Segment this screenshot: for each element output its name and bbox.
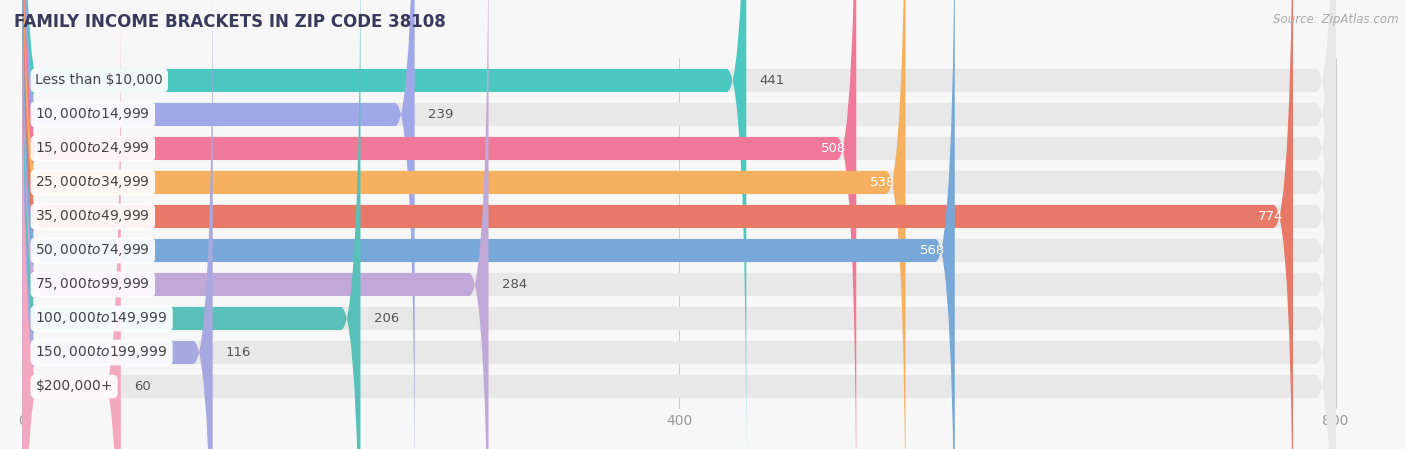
- FancyBboxPatch shape: [22, 0, 1336, 449]
- Text: $200,000+: $200,000+: [35, 379, 112, 393]
- Text: Source: ZipAtlas.com: Source: ZipAtlas.com: [1274, 13, 1399, 26]
- Text: 206: 206: [374, 312, 399, 325]
- Text: 568: 568: [920, 244, 945, 257]
- FancyBboxPatch shape: [22, 0, 1336, 449]
- FancyBboxPatch shape: [22, 0, 1336, 449]
- Text: $150,000 to $199,999: $150,000 to $199,999: [35, 344, 167, 361]
- FancyBboxPatch shape: [22, 0, 121, 449]
- FancyBboxPatch shape: [22, 0, 1336, 449]
- Text: Less than $10,000: Less than $10,000: [35, 74, 163, 88]
- FancyBboxPatch shape: [22, 0, 212, 449]
- FancyBboxPatch shape: [22, 0, 360, 449]
- FancyBboxPatch shape: [22, 0, 488, 449]
- FancyBboxPatch shape: [22, 0, 955, 449]
- Text: 508: 508: [821, 142, 846, 155]
- FancyBboxPatch shape: [22, 0, 1336, 449]
- Text: $10,000 to $14,999: $10,000 to $14,999: [35, 106, 150, 123]
- Text: 284: 284: [502, 278, 527, 291]
- Text: 441: 441: [759, 74, 785, 87]
- FancyBboxPatch shape: [22, 0, 1336, 449]
- FancyBboxPatch shape: [22, 0, 1336, 449]
- Text: $25,000 to $34,999: $25,000 to $34,999: [35, 175, 150, 190]
- Text: $15,000 to $24,999: $15,000 to $24,999: [35, 141, 150, 156]
- FancyBboxPatch shape: [22, 0, 905, 449]
- Text: FAMILY INCOME BRACKETS IN ZIP CODE 38108: FAMILY INCOME BRACKETS IN ZIP CODE 38108: [14, 13, 446, 31]
- Text: $50,000 to $74,999: $50,000 to $74,999: [35, 242, 150, 259]
- Text: 538: 538: [870, 176, 896, 189]
- FancyBboxPatch shape: [22, 0, 1336, 449]
- FancyBboxPatch shape: [22, 0, 1336, 449]
- Text: $100,000 to $149,999: $100,000 to $149,999: [35, 311, 167, 326]
- Text: 60: 60: [134, 380, 150, 393]
- FancyBboxPatch shape: [22, 0, 1336, 449]
- FancyBboxPatch shape: [22, 0, 747, 449]
- FancyBboxPatch shape: [22, 0, 415, 449]
- FancyBboxPatch shape: [22, 0, 856, 449]
- Text: $75,000 to $99,999: $75,000 to $99,999: [35, 277, 150, 292]
- Text: 774: 774: [1258, 210, 1284, 223]
- Text: 239: 239: [427, 108, 453, 121]
- Text: 116: 116: [226, 346, 252, 359]
- Text: $35,000 to $49,999: $35,000 to $49,999: [35, 208, 150, 224]
- FancyBboxPatch shape: [22, 0, 1294, 449]
